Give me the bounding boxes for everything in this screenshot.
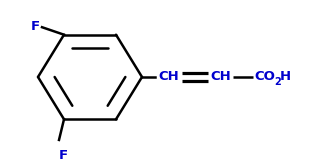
Text: F: F: [31, 20, 40, 33]
Text: H: H: [280, 70, 291, 83]
Text: CH: CH: [158, 70, 179, 83]
Text: F: F: [58, 149, 67, 162]
Text: CH: CH: [210, 70, 231, 83]
Text: CO: CO: [254, 70, 275, 83]
Text: 2: 2: [274, 77, 281, 87]
